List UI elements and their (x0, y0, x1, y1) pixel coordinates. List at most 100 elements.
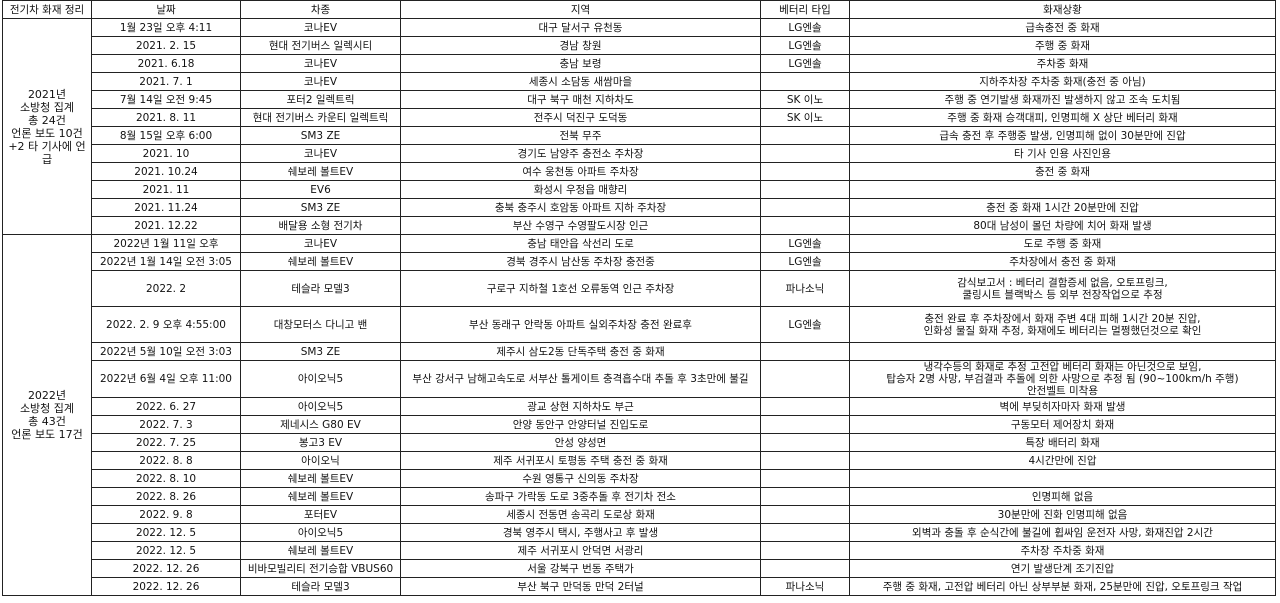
fire-line: 주행 중 화재 승객대피, 인명피해 X 상단 베터리 화재 (947, 111, 1178, 124)
cell-region: 안양 동안구 안양터널 진입도로 (400, 415, 761, 434)
cell-date: 2021. 12.22 (91, 216, 241, 235)
table-row: 2022년 5월 10일 오전 3:03 SM3 ZE 제주시 삼도2동 단독주택 … (3, 342, 1276, 361)
cell-date: 2022년 5월 10일 오전 3:03 (91, 342, 241, 361)
group-label-line: 총 43건 (28, 415, 66, 428)
cell-fire: 외벽과 충돌 후 순식간에 불길에 휩싸임 운전자 사망, 화재진압 2시간 (849, 523, 1276, 542)
cell-fire: 도로 주행 중 화재 (849, 234, 1276, 253)
cell-date: 2021. 10.24 (91, 162, 241, 181)
cell-region: 충남 태안읍 삭선리 도로 (400, 234, 761, 253)
table-row: 2022. 7. 3 제네시스 G80 EV 안양 동안구 안양터널 진입도로 구동모… (3, 415, 1276, 434)
cell-region: 안성 양성면 (400, 433, 761, 452)
header-title: 전기차 화재 정리 (2, 0, 92, 19)
fire-line: 급속충전 중 화재 (1025, 21, 1100, 34)
cell-battery: LG엔솔 (760, 306, 850, 343)
group-label: 2021년 소방청 집계 총 24건 언론 보도 10건 +2 타 기사에 언급 (2, 18, 92, 235)
table-row: 7월 14일 오전 9:45 포터2 일렉트릭 대구 북구 매천 지하차도 SK 이노… (3, 90, 1276, 109)
cell-car: 아이오닉 (240, 451, 401, 470)
cell-car: 포터2 일렉트릭 (240, 90, 401, 109)
cell-car: 쉐보레 볼트EV (240, 469, 401, 488)
cell-region: 제주시 삼도2동 단독주택 충전 중 화재 (400, 342, 761, 361)
cell-fire: 주행 중 화재 (849, 36, 1276, 55)
header-date: 날짜 (91, 0, 241, 19)
table-row: 2022. 8. 10 쉐보레 볼트EV 수원 영통구 신의동 주차장 (3, 469, 1276, 488)
cell-battery (760, 342, 850, 361)
header-fire: 화재상황 (849, 0, 1276, 19)
cell-fire: 감식보고서 : 베터리 결함증세 없음, 오토프링크, 쿨링시트 블랙박스 등 외… (849, 270, 1276, 307)
cell-battery (760, 198, 850, 217)
cell-battery (760, 144, 850, 163)
table-row: 2022년 1월 14일 오전 3:05 쉐보레 볼트EV 경북 경주시 남산동 주… (3, 252, 1276, 271)
table-row: 2022. 6. 27 아이오닉5 광교 상현 지하차도 부근 벽에 부딪히자마자 화… (3, 397, 1276, 416)
cell-battery: 파나소닉 (760, 577, 850, 596)
cell-date: 2022년 1월 14일 오전 3:05 (91, 252, 241, 271)
table-row: 2022. 8. 26 쉐보레 볼트EV 송파구 가락동 도로 3중추돌 후 전기차… (3, 487, 1276, 506)
cell-region: 부산 동래구 안락동 아파트 실외주차장 충전 완료후 (400, 306, 761, 343)
cell-battery (760, 72, 850, 91)
table-row: 2022. 12. 5 아이오닉5 경북 영주시 택시, 주행사고 후 발생 외벽과 … (3, 523, 1276, 542)
group-label-line: 소방청 집계 (19, 100, 75, 114)
cell-battery (760, 360, 850, 398)
fire-line: 쿨링시트 블랙박스 등 외부 전장작업으로 추정 (962, 288, 1163, 301)
cell-date: 2022. 8. 8 (91, 451, 241, 470)
table-row: 2022. 12. 26 비바모빌리티 전기승합 VBUS60 서울 강북구 번동 … (3, 559, 1276, 578)
table-row: 2022. 12. 5 쉐보레 볼트EV 제주 서귀포시 안덕면 서광리 주차장 주차… (3, 541, 1276, 560)
group-label: 2022년 소방청 집계 총 43건 언론 보도 17건 (2, 234, 92, 596)
cell-fire: 주행 중 화재 승객대피, 인명피해 X 상단 베터리 화재 (849, 108, 1276, 127)
group-label-line: 소방청 집계 (19, 402, 75, 415)
cell-car: 코나EV (240, 144, 401, 163)
cell-region: 경북 영주시 택시, 주행사고 후 발생 (400, 523, 761, 542)
cell-region: 광교 상현 지하차도 부근 (400, 397, 761, 416)
table-row: 2021. 11.24 SM3 ZE 충북 충주시 호암동 아파트 지하 주차장 충전… (3, 198, 1276, 217)
fire-line: 주행 중 화재, 고전압 베터리 아닌 상부부분 화재, 25분만에 진압, 오… (882, 580, 1243, 593)
table-row: 2022. 2. 9 오후 4:55:00 대창모터스 다니고 밴 부산 동래구 안… (3, 306, 1276, 343)
fire-line: 벽에 부딪히자마자 화재 발생 (999, 400, 1126, 413)
cell-fire: 지하주차장 주차중 화재(충전 중 아님) (849, 72, 1276, 91)
cell-region: 부산 수영구 수영팔도시장 인근 (400, 216, 761, 235)
cell-region: 경남 창원 (400, 36, 761, 55)
cell-battery (760, 559, 850, 578)
cell-date: 2022. 12. 26 (91, 559, 241, 578)
cell-battery (760, 180, 850, 199)
fire-line: 주행 중 화재 (1035, 39, 1090, 52)
cell-car: 아이오닉5 (240, 397, 401, 416)
cell-car: 봉고3 EV (240, 433, 401, 452)
cell-date: 2022. 2. 9 오후 4:55:00 (91, 306, 241, 343)
cell-fire: 연기 발생단계 조기진압 (849, 559, 1276, 578)
table-row: 8월 15일 오후 6:00 SM3 ZE 전북 무주 급속 충전 후 주행중 발생,… (3, 126, 1276, 145)
cell-car: SM3 ZE (240, 126, 401, 145)
cell-fire: 4시간만에 진압 (849, 451, 1276, 470)
cell-car: 코나EV (240, 72, 401, 91)
cell-fire: 타 기사 인용 사진인용 (849, 144, 1276, 163)
cell-region: 부산 북구 만덕동 만덕 2터널 (400, 577, 761, 596)
cell-car: 비바모빌리티 전기승합 VBUS60 (240, 559, 401, 578)
cell-region: 화성시 우정읍 매향리 (400, 180, 761, 199)
fire-line: 탑승자 2명 사망, 부검결과 추돌에 의한 사망으로 추정 됨 (90~100… (886, 373, 1239, 385)
cell-fire: 급속충전 중 화재 (849, 18, 1276, 37)
cell-date: 2021. 6.18 (91, 54, 241, 73)
cell-date: 2021. 10 (91, 144, 241, 163)
cell-car: EV6 (240, 180, 401, 199)
cell-date: 2022. 9. 8 (91, 505, 241, 524)
cell-region: 전주시 덕진구 도덕동 (400, 108, 761, 127)
cell-date: 2022. 12. 26 (91, 577, 241, 596)
cell-region: 대구 달서구 유천동 (400, 18, 761, 37)
fire-line: 충전 중 화재 (1035, 165, 1090, 178)
cell-fire: 구동모터 제어장치 화재 (849, 415, 1276, 434)
cell-date: 2022. 12. 5 (91, 541, 241, 560)
table-row: 2021. 2. 15 현대 전기버스 일렉시티 경남 창원 LG엔솔 주행 중 화재 (3, 36, 1276, 55)
cell-fire: 주차장에서 충전 중 화재 (849, 252, 1276, 271)
cell-date: 2022. 7. 25 (91, 433, 241, 452)
cell-battery (760, 505, 850, 524)
cell-battery (760, 523, 850, 542)
table-row: 2021년 소방청 집계 총 24건 언론 보도 10건 +2 타 기사에 언급 1월 2… (2, 18, 1276, 235)
cell-fire: 주행 중 연기발생 화재까진 발생하지 않고 조속 도치됨 (849, 90, 1276, 109)
cell-battery (760, 433, 850, 452)
fire-line: 주행 중 연기발생 화재까진 발생하지 않고 조속 도치됨 (944, 93, 1181, 106)
cell-battery: 파나소닉 (760, 270, 850, 307)
cell-battery: LG엔솔 (760, 18, 850, 37)
cell-region: 송파구 가락동 도로 3중추돌 후 전기차 전소 (400, 487, 761, 506)
table-row: 2021. 7. 1 코나EV 세종시 소담동 새쌈마을 지하주차장 주차중 화재(충… (3, 72, 1276, 91)
table-row: 2022. 2 테슬라 모델3 구로구 지하철 1호선 오류동역 인근 주차장 파나소… (3, 270, 1276, 307)
cell-battery (760, 541, 850, 560)
header-row: 전기차 화재 정리 날짜 차종 지역 베터리 타입 화재상황 (2, 0, 1276, 19)
